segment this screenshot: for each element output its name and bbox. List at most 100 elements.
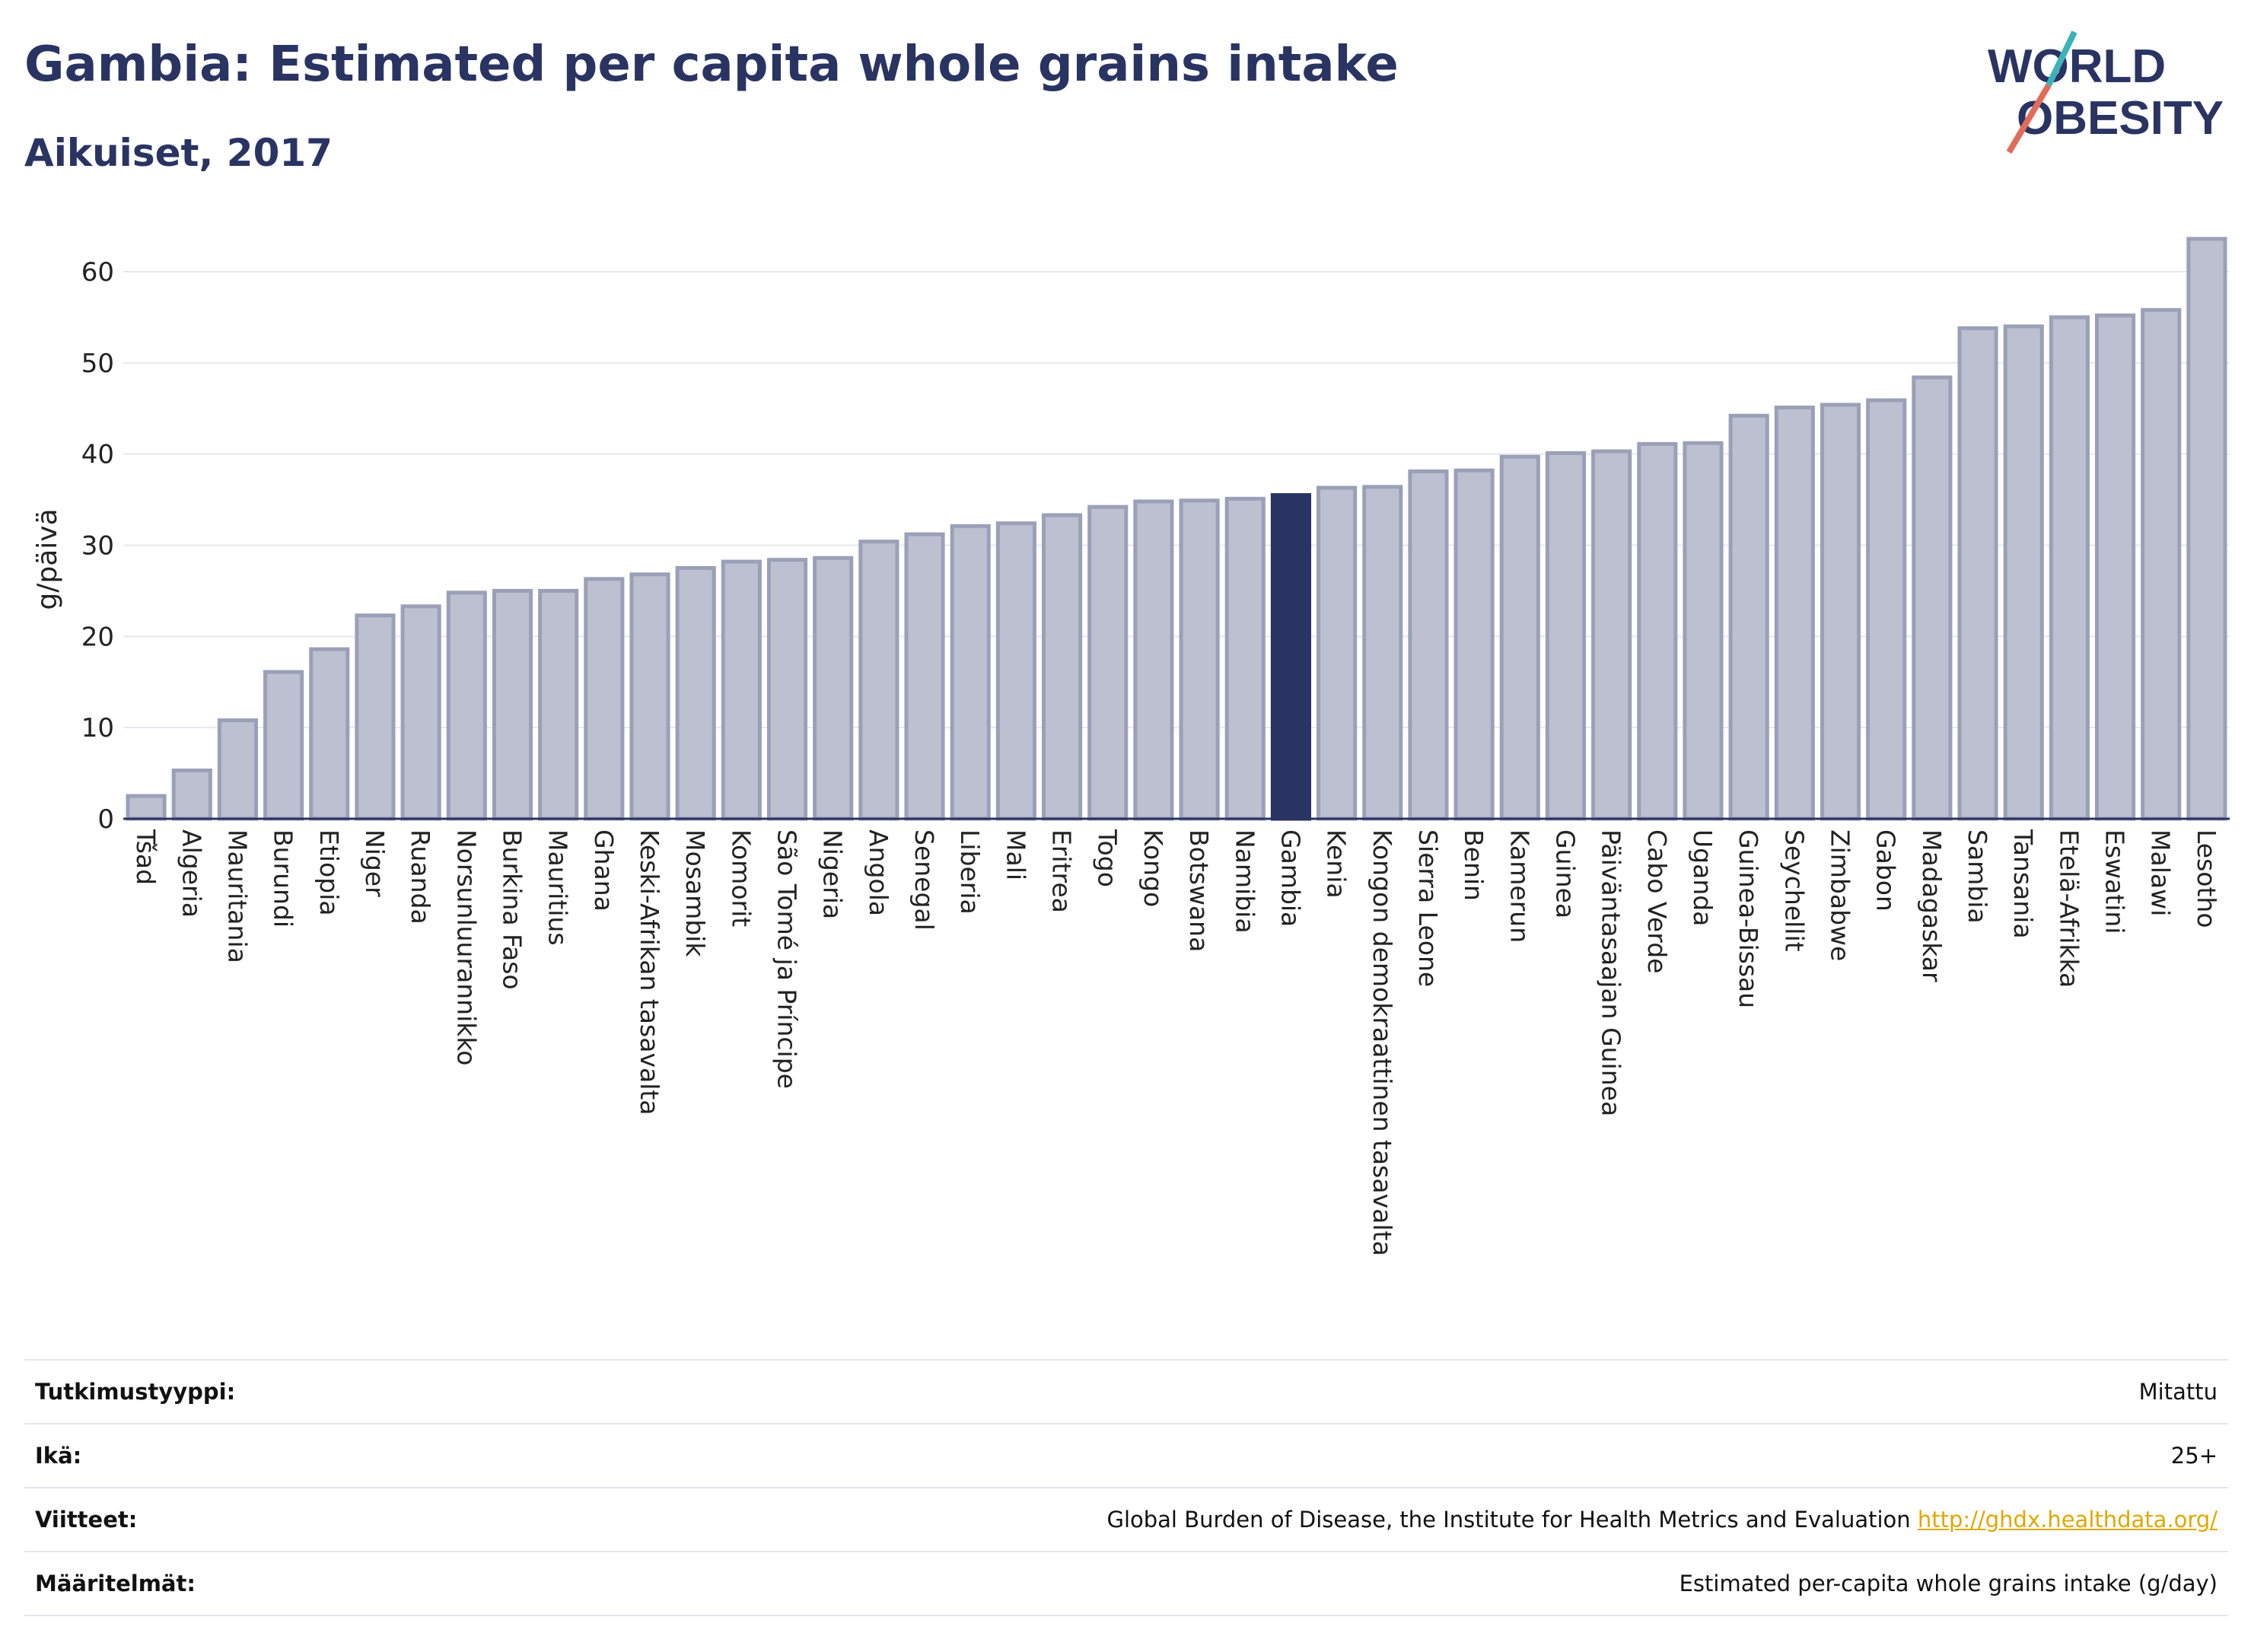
references-link[interactable]: http://ghdx.healthdata.org/ (1917, 1507, 2218, 1533)
bar (675, 565, 716, 821)
bar (446, 590, 487, 821)
x-tick-label: Guinea-Bissau (1734, 829, 1763, 1008)
bar (995, 521, 1036, 821)
x-tick-label: Guinea (1550, 829, 1580, 918)
x-tick-label: Norsunluurannikko (451, 829, 481, 1066)
references-text: Global Burden of Disease, the Institute … (1106, 1507, 1911, 1533)
bar (1224, 496, 1266, 821)
metadata-table: Tutkimustyyppi: Mitattu Ikä: 25+ Viittee… (24, 1359, 2228, 1616)
bar (766, 558, 808, 821)
bar (1179, 498, 1220, 821)
bar (1912, 375, 1953, 821)
bar (2186, 237, 2227, 821)
page-title: Gambia: Estimated per capita whole grain… (24, 37, 1399, 93)
x-tick-label: Uganda (1688, 829, 1718, 926)
definitions-value: Estimated per-capita whole grains intake… (1679, 1571, 2218, 1596)
x-tick-label: Mali (1001, 829, 1030, 880)
bar (1362, 485, 1403, 821)
logo-text-obesity: OBESITY (2017, 92, 2224, 145)
logo-slash-teal (2046, 30, 2077, 87)
bar (400, 604, 441, 821)
x-tick-label: São Tomé ja Príncipe (772, 829, 802, 1089)
bar (1041, 513, 1083, 821)
bar (1408, 469, 1449, 821)
x-tick-label: Burkina Faso (497, 829, 527, 990)
x-tick-label: Madagaskar (1917, 829, 1947, 982)
x-tick-label: Eswatini (2100, 829, 2130, 934)
x-tick-label: Kenia (1322, 829, 1352, 899)
bar-chart: 0 10 20 30 40 50 60 g/päivä Tšad Algeria Mauritani… (32, 237, 2230, 1256)
x-tick-label: Namibia (1230, 829, 1259, 934)
bar (584, 577, 625, 821)
references-label: Viitteet: (35, 1507, 138, 1533)
x-tick-label: Gambia (1275, 829, 1305, 927)
bar (1591, 449, 1632, 821)
bar (1637, 441, 1678, 821)
x-tick-label: Angola (864, 829, 893, 916)
x-tick-label: Kongon demokraattinen tasavalta (1367, 829, 1397, 1256)
x-tick-label: Ruanda (406, 829, 435, 925)
bar (1866, 398, 1907, 821)
bar (1453, 468, 1495, 821)
bar (629, 572, 670, 821)
bar (904, 532, 945, 821)
definitions-label: Määritelmät: (35, 1571, 196, 1596)
age-label: Ikä: (35, 1443, 82, 1469)
y-tick-label: 40 (81, 440, 114, 470)
bar (813, 555, 854, 821)
x-tick-label: Päiväntasaajan Guinea (1597, 829, 1626, 1116)
x-tick-label: Etelä-Afrikka (2054, 829, 2084, 988)
y-tick-label: 50 (81, 349, 114, 379)
study-type-label: Tutkimustyyppi: (35, 1379, 236, 1405)
x-tick-label: Keski-Afrikan tasavalta (635, 829, 664, 1116)
bar (2049, 315, 2090, 821)
bar (217, 718, 259, 821)
bar (950, 524, 991, 821)
y-tick-label: 20 (81, 622, 114, 652)
x-tick-label: Sierra Leone (1413, 829, 1443, 987)
x-tick-label: Tšad (131, 829, 161, 885)
world-obesity-logo: WORLD OBESITY (1988, 30, 2224, 154)
bar (538, 588, 579, 821)
x-tick-label: Nigeria (818, 829, 848, 919)
x-tick-label: Algeria (177, 829, 206, 918)
x-tick-label: Tansania (2008, 829, 2038, 939)
bar (1270, 493, 1312, 821)
meta-row-definitions: Määritelmät: Estimated per-capita whole … (24, 1551, 2228, 1616)
meta-row-study-type: Tutkimustyyppi: Mitattu (24, 1359, 2228, 1423)
x-tick-label: Kamerun (1504, 829, 1534, 943)
bar (1545, 450, 1587, 821)
bar (1499, 454, 1540, 821)
x-tick-label: Mosambik (680, 829, 710, 957)
bar (171, 768, 212, 821)
study-type-value: Mitattu (2138, 1379, 2218, 1405)
bar (309, 647, 350, 821)
bar (2141, 307, 2182, 821)
logo-text-world: WORLD (1988, 40, 2166, 93)
x-tick-label: Burundi (269, 829, 298, 928)
x-tick-label: Botswana (1184, 829, 1214, 952)
x-tick-label: Liberia (955, 829, 985, 915)
y-tick-label: 60 (81, 257, 114, 288)
bar (1820, 403, 1861, 821)
meta-row-references: Viitteet: Global Burden of Disease, the … (24, 1487, 2228, 1551)
y-axis-title: g/päivä (32, 508, 63, 610)
x-tick-label: Lesotho (2192, 829, 2221, 928)
y-tick-label: 30 (81, 531, 114, 562)
bar (1317, 485, 1358, 821)
y-tick-label: 10 (81, 713, 114, 743)
x-tick-label: Cabo Verde (1642, 829, 1672, 973)
x-tick-label: Malawi (2146, 829, 2176, 916)
bar (2094, 314, 2136, 821)
bar (1728, 413, 1769, 821)
x-tick-label: Ghana (589, 829, 619, 912)
x-tick-label: Kongo (1138, 829, 1168, 907)
x-tick-label: Eritrea (1047, 829, 1077, 913)
bar (355, 613, 396, 821)
bar (2003, 324, 2044, 821)
x-tick-label: Etiopia (314, 829, 344, 916)
logo-slash-coral (2006, 83, 2052, 154)
x-tick-label: Niger (360, 829, 390, 897)
meta-row-age: Ikä: 25+ (24, 1423, 2228, 1487)
bar (858, 540, 899, 821)
